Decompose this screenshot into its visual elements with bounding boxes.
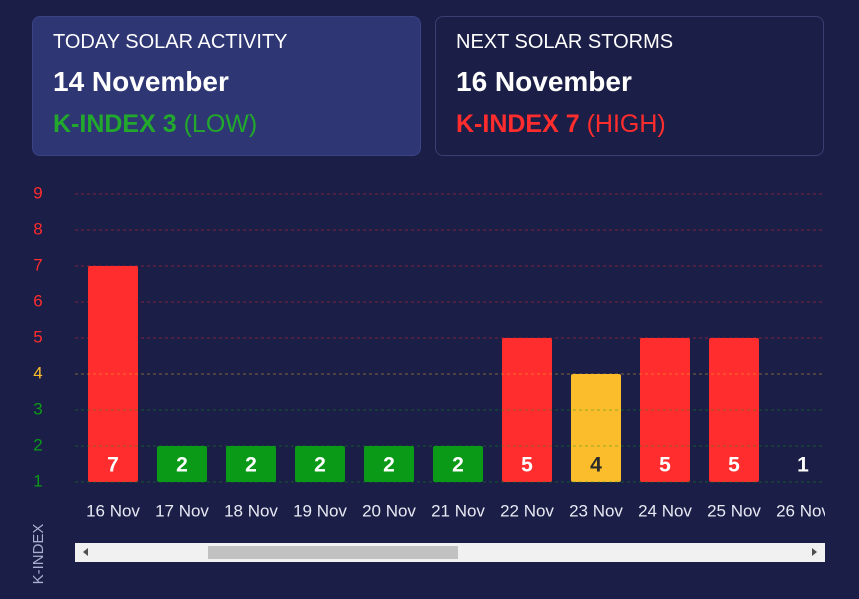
value-label: 2 bbox=[383, 454, 395, 477]
x-tick-label: 26 Nov bbox=[776, 501, 830, 520]
value-label: 2 bbox=[452, 454, 464, 477]
value-label: 1 bbox=[797, 454, 809, 477]
value-label: 5 bbox=[659, 454, 671, 477]
y-tick-label: 6 bbox=[33, 291, 42, 310]
value-label: 2 bbox=[245, 454, 257, 477]
bar bbox=[640, 338, 690, 482]
card-kindex: K-INDEX 3 (LOW) bbox=[53, 110, 400, 139]
card-label: TODAY SOLAR ACTIVITY bbox=[53, 31, 288, 53]
card-kindex: K-INDEX 7 (HIGH) bbox=[456, 110, 803, 139]
bar bbox=[571, 374, 621, 482]
y-tick-label: 8 bbox=[33, 219, 42, 238]
card-date: 14 November bbox=[53, 66, 229, 97]
plot-area: 7 16 Nov 2 17 Nov 2 18 Nov 2 19 Nov 2 20 Nov 2 21 N… bbox=[86, 266, 830, 520]
today-card: TODAY SOLAR ACTIVITY 14 November K-INDEX… bbox=[32, 16, 421, 156]
value-label: 4 bbox=[590, 454, 602, 477]
storm-card: NEXT SOLAR STORMS 16 November K-INDEX 7 … bbox=[435, 16, 824, 156]
x-tick-label: 18 Nov bbox=[224, 501, 278, 520]
card-label: NEXT SOLAR STORMS bbox=[456, 31, 674, 53]
kindex-level: (LOW) bbox=[183, 110, 258, 138]
kindex: K-INDEX 7 bbox=[456, 110, 580, 138]
x-tick-label: 22 Nov bbox=[500, 501, 554, 520]
y-tick-label: 2 bbox=[33, 435, 42, 454]
y-axis-label: K-INDEX bbox=[30, 524, 47, 585]
value-label: 2 bbox=[176, 454, 188, 477]
bar bbox=[364, 446, 414, 482]
x-tick-label: 24 Nov bbox=[638, 501, 692, 520]
value-label: 7 bbox=[107, 454, 119, 477]
y-tick-label: 7 bbox=[33, 255, 42, 274]
bar bbox=[226, 446, 276, 482]
bar bbox=[88, 266, 138, 482]
scroll-left[interactable] bbox=[83, 548, 88, 556]
y-axis-label-box: K-INDEX bbox=[30, 524, 47, 585]
chart: 7 16 Nov 2 17 Nov 2 18 Nov 2 19 Nov 2 20 Nov 2 21 N… bbox=[33, 183, 830, 520]
y-tick-label: 3 bbox=[33, 399, 42, 418]
scrollbar[interactable] bbox=[75, 543, 825, 562]
x-tick-label: 25 Nov bbox=[707, 501, 761, 520]
card-date: 16 November bbox=[456, 66, 632, 97]
x-tick-label: 23 Nov bbox=[569, 501, 623, 520]
bar bbox=[157, 446, 207, 482]
y-tick-label: 4 bbox=[33, 363, 42, 382]
kindex: K-INDEX 3 bbox=[53, 110, 177, 138]
x-tick-label: 21 Nov bbox=[431, 501, 485, 520]
x-tick-label: 19 Nov bbox=[293, 501, 347, 520]
y-tick-label: 9 bbox=[33, 183, 42, 202]
bar bbox=[709, 338, 759, 482]
y-tick-label: 1 bbox=[33, 471, 42, 490]
kindex-level: (HIGH) bbox=[586, 110, 666, 138]
x-tick-label: 20 Nov bbox=[362, 501, 416, 520]
value-label: 2 bbox=[314, 454, 326, 477]
value-label: 5 bbox=[521, 454, 533, 477]
bar bbox=[433, 446, 483, 482]
scroll-thumb[interactable] bbox=[208, 546, 458, 559]
x-tick-label: 17 Nov bbox=[155, 501, 209, 520]
y-tick-label: 5 bbox=[33, 327, 42, 346]
scroll-right[interactable] bbox=[812, 548, 817, 556]
value-label: 5 bbox=[728, 454, 740, 477]
bar bbox=[502, 338, 552, 482]
x-tick-label: 16 Nov bbox=[86, 501, 140, 520]
bar bbox=[295, 446, 345, 482]
